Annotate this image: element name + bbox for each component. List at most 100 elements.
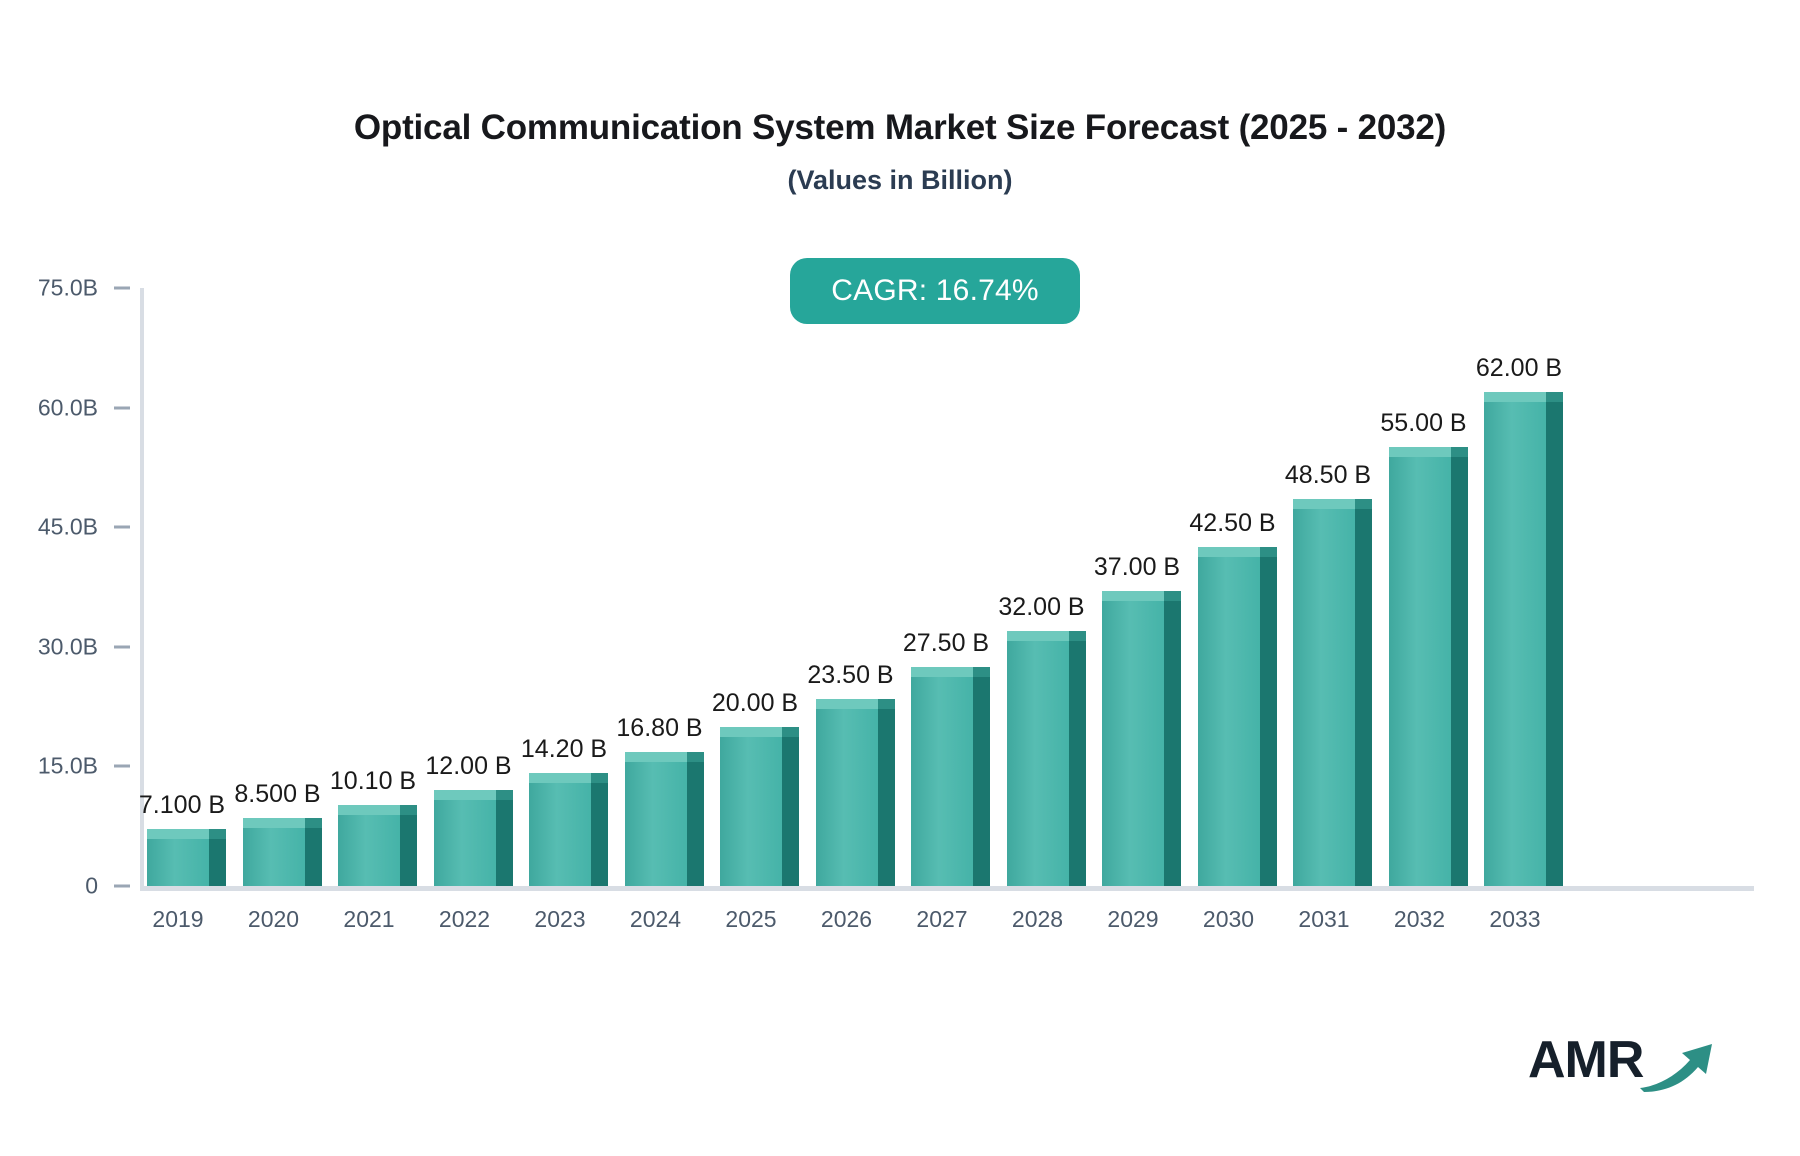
bar-top-bevel	[1355, 499, 1372, 510]
bar-side-face	[877, 708, 895, 886]
page-title: Optical Communication System Market Size…	[353, 108, 1447, 147]
bar-front-face	[338, 805, 400, 886]
bar-side-face	[1259, 557, 1277, 886]
y-axis-tick: 45.0B	[38, 514, 140, 541]
x-axis-tick-label: 2031	[1298, 906, 1350, 932]
x-axis-tick-label: 2022	[438, 906, 491, 932]
bar-side-face	[1164, 600, 1181, 886]
bar	[338, 805, 417, 886]
x-axis-tick-label: 2024	[629, 906, 682, 932]
bar-front-face	[529, 772, 591, 886]
cagr-badge: CAGR: 16.74%	[790, 258, 1080, 324]
bar-value-label: 32.00 B	[998, 592, 1085, 621]
bar-value-label: 48.50 B	[1284, 461, 1372, 490]
bar-top-face	[1388, 447, 1451, 458]
y-axis-tick-label: 0	[85, 872, 98, 899]
bar-side-face	[209, 839, 226, 886]
bar-value-label: 12.00 B	[425, 752, 512, 781]
bar	[529, 772, 608, 886]
bar-front-face	[911, 666, 973, 886]
bar-top-bevel	[1164, 590, 1181, 601]
x-axis-tick-label: 2026	[820, 906, 873, 932]
x-axis-tick-label: 2020	[247, 906, 300, 932]
bar	[433, 790, 513, 886]
y-axis-tick-mark	[114, 406, 130, 410]
bar-top-face	[1102, 590, 1164, 601]
bar-side-face	[400, 815, 417, 886]
bar-top-bevel	[686, 752, 704, 763]
bar-top-bevel	[1450, 447, 1468, 458]
bar-front-face	[1102, 590, 1164, 886]
bar-top-bevel	[877, 698, 895, 709]
y-axis-tick-label: 45.0B	[37, 513, 98, 540]
bar-side-face	[1355, 509, 1372, 886]
bar-front-face	[815, 698, 878, 886]
y-axis-tick-label: 15.0B	[37, 752, 98, 779]
y-axis-ticks: 0 15.0B 30.0B 45.0B 60.0B 75.0B	[0, 0, 140, 1156]
bar-front-face	[1006, 630, 1069, 886]
bar-top-face	[624, 752, 687, 763]
bar	[1006, 630, 1086, 886]
growth-arrow-icon	[1640, 1044, 1712, 1092]
bar-value-label: 7.100 B	[138, 791, 226, 820]
bar-top-bevel	[1546, 391, 1563, 402]
bar-top-bevel	[304, 818, 322, 829]
bar-front-face	[1484, 391, 1546, 886]
bar-top-face	[1484, 391, 1546, 402]
x-axis-line	[140, 886, 1754, 891]
bar-value-label: 14.20 B	[520, 734, 608, 763]
bar-front-face	[720, 726, 782, 886]
bar-side-face	[686, 762, 704, 886]
bar	[1484, 391, 1563, 886]
bar-value-label: 42.50 B	[1189, 509, 1276, 538]
amr-logo-text: AMR	[1528, 1031, 1644, 1089]
bar	[1102, 590, 1181, 886]
bar	[1197, 547, 1277, 886]
bar-side-face	[1450, 457, 1468, 886]
bar-top-bevel	[209, 829, 226, 840]
bar-value-label: 10.10 B	[329, 767, 417, 796]
y-axis-tick-mark	[114, 645, 130, 649]
cagr-badge-label: CAGR: 16.74%	[831, 274, 1039, 307]
bar	[1388, 447, 1468, 886]
x-axis-tick-label: 2032	[1393, 906, 1446, 932]
x-axis-tick-label: 2023	[534, 906, 586, 932]
bar-side-face	[1546, 401, 1563, 886]
y-axis-tick-mark	[114, 884, 130, 888]
bar-side-face	[495, 800, 513, 886]
y-axis-tick-label: 75.0B	[37, 274, 98, 301]
bar	[720, 726, 799, 886]
bar-top-face	[1197, 547, 1260, 558]
bar-top-face	[242, 818, 305, 829]
bar-top-bevel	[1068, 630, 1086, 641]
bar-front-face	[1197, 547, 1260, 886]
x-axis-tick-label: 2021	[343, 906, 395, 932]
bar	[624, 752, 704, 886]
bar	[815, 698, 895, 886]
bar-top-bevel	[495, 790, 513, 801]
y-axis-tick-label: 30.0B	[37, 633, 98, 660]
y-axis-tick-mark	[114, 286, 130, 290]
y-axis-tick: 15.0B	[38, 753, 140, 780]
bar-front-face	[1388, 447, 1451, 886]
bar-side-face	[782, 736, 799, 886]
bar	[911, 666, 990, 886]
bar-value-label: 8.500 B	[234, 780, 321, 809]
y-axis-tick: 60.0B	[38, 394, 140, 421]
bar-front-face	[624, 752, 687, 886]
bar-top-bevel	[591, 772, 608, 783]
x-axis-tick-label: 2025	[725, 906, 777, 932]
bar-top-bevel	[973, 666, 990, 677]
bar-value-label: 16.80 B	[616, 714, 703, 743]
x-axis-tick-label: 2027	[916, 906, 968, 932]
y-axis-line	[140, 288, 144, 890]
bar	[147, 829, 226, 886]
bar-top-face	[1293, 499, 1355, 510]
bar-value-label: 23.50 B	[807, 660, 894, 689]
bar-value-label: 62.00 B	[1475, 353, 1563, 382]
x-axis-tick-label: 2019	[152, 906, 204, 932]
bar-top-face	[815, 698, 878, 709]
x-axis-tick-label: 2029	[1107, 906, 1159, 932]
bar	[1293, 499, 1372, 886]
